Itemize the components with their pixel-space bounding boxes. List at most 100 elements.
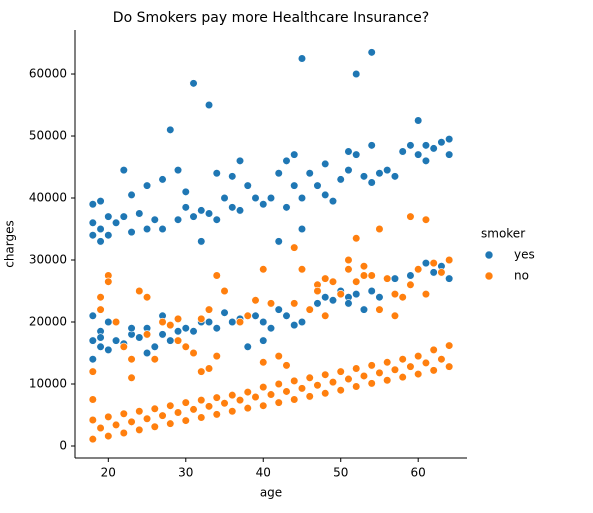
data-point <box>243 404 252 413</box>
data-point <box>166 336 175 345</box>
data-point <box>135 425 144 434</box>
data-point <box>445 362 454 371</box>
data-point <box>321 311 330 320</box>
data-point <box>259 401 268 410</box>
y-tick-label: 20000 <box>29 315 67 329</box>
data-point <box>445 341 454 350</box>
data-point <box>429 268 438 277</box>
plot-area <box>88 48 454 444</box>
data-point <box>197 206 206 215</box>
data-point <box>96 224 105 234</box>
data-point <box>142 330 152 339</box>
data-point <box>181 187 190 196</box>
data-point <box>398 373 407 382</box>
data-point <box>398 355 407 364</box>
data-point <box>96 305 105 314</box>
data-point <box>150 404 159 413</box>
data-point <box>290 150 299 159</box>
data-point <box>173 314 183 324</box>
data-point <box>390 311 400 320</box>
data-point <box>266 390 276 399</box>
data-point <box>197 314 206 324</box>
data-point <box>445 135 454 144</box>
data-point <box>328 197 338 206</box>
data-point <box>111 420 121 430</box>
data-point <box>88 336 97 345</box>
data-point <box>204 100 214 110</box>
data-point <box>274 352 283 361</box>
data-point <box>111 317 121 327</box>
data-point <box>344 147 353 156</box>
data-point <box>282 156 291 165</box>
data-point <box>313 286 322 296</box>
data-point <box>150 422 159 431</box>
data-point <box>383 376 392 385</box>
data-point <box>321 370 330 379</box>
data-point <box>375 224 384 234</box>
data-point <box>414 150 423 159</box>
data-point <box>181 416 190 425</box>
data-point <box>367 379 376 388</box>
data-point <box>383 166 392 175</box>
data-point <box>150 342 159 351</box>
data-point <box>359 371 369 381</box>
data-point <box>212 324 221 333</box>
data-point <box>158 330 167 339</box>
data-point <box>259 336 268 345</box>
data-point <box>282 311 291 320</box>
data-point <box>321 190 330 200</box>
data-point <box>212 352 221 361</box>
data-point <box>282 361 291 370</box>
data-point <box>119 212 128 221</box>
data-point <box>282 387 291 396</box>
data-point <box>290 321 299 330</box>
data-point <box>414 369 423 379</box>
data-point <box>166 125 175 134</box>
data-point <box>251 193 260 203</box>
data-point <box>297 224 307 234</box>
data-point <box>313 299 322 308</box>
data-point <box>445 255 454 265</box>
y-tick-label: 50000 <box>29 129 67 143</box>
data-point <box>111 218 121 227</box>
data-point <box>228 407 237 416</box>
data-point <box>259 383 268 392</box>
data-point <box>189 327 198 336</box>
data-point <box>104 317 113 327</box>
data-point <box>88 435 97 444</box>
data-point <box>297 317 307 327</box>
data-point <box>166 401 175 410</box>
data-point <box>429 345 438 355</box>
data-point <box>243 311 252 320</box>
x-tick-label: 20 <box>101 466 116 480</box>
data-point <box>359 262 369 271</box>
data-point <box>127 355 136 364</box>
data-point <box>328 277 338 286</box>
data-point <box>367 141 376 150</box>
data-point <box>344 265 353 274</box>
data-point <box>383 358 392 367</box>
data-point <box>421 259 431 268</box>
data-point <box>135 209 144 218</box>
data-point <box>297 54 307 63</box>
data-point <box>127 324 136 333</box>
data-point <box>421 358 431 368</box>
data-point <box>119 342 128 351</box>
data-point <box>383 274 392 283</box>
data-point <box>88 218 97 227</box>
data-point <box>259 358 268 367</box>
data-point <box>321 293 330 302</box>
data-point <box>228 391 237 400</box>
data-point <box>414 265 423 274</box>
data-point <box>297 265 307 274</box>
data-point <box>104 431 113 441</box>
data-point <box>119 409 128 418</box>
data-point <box>158 224 167 234</box>
data-point <box>297 384 307 393</box>
data-point <box>367 271 376 280</box>
data-point <box>390 365 400 374</box>
data-point <box>445 274 454 283</box>
legend-label: yes <box>514 248 535 262</box>
